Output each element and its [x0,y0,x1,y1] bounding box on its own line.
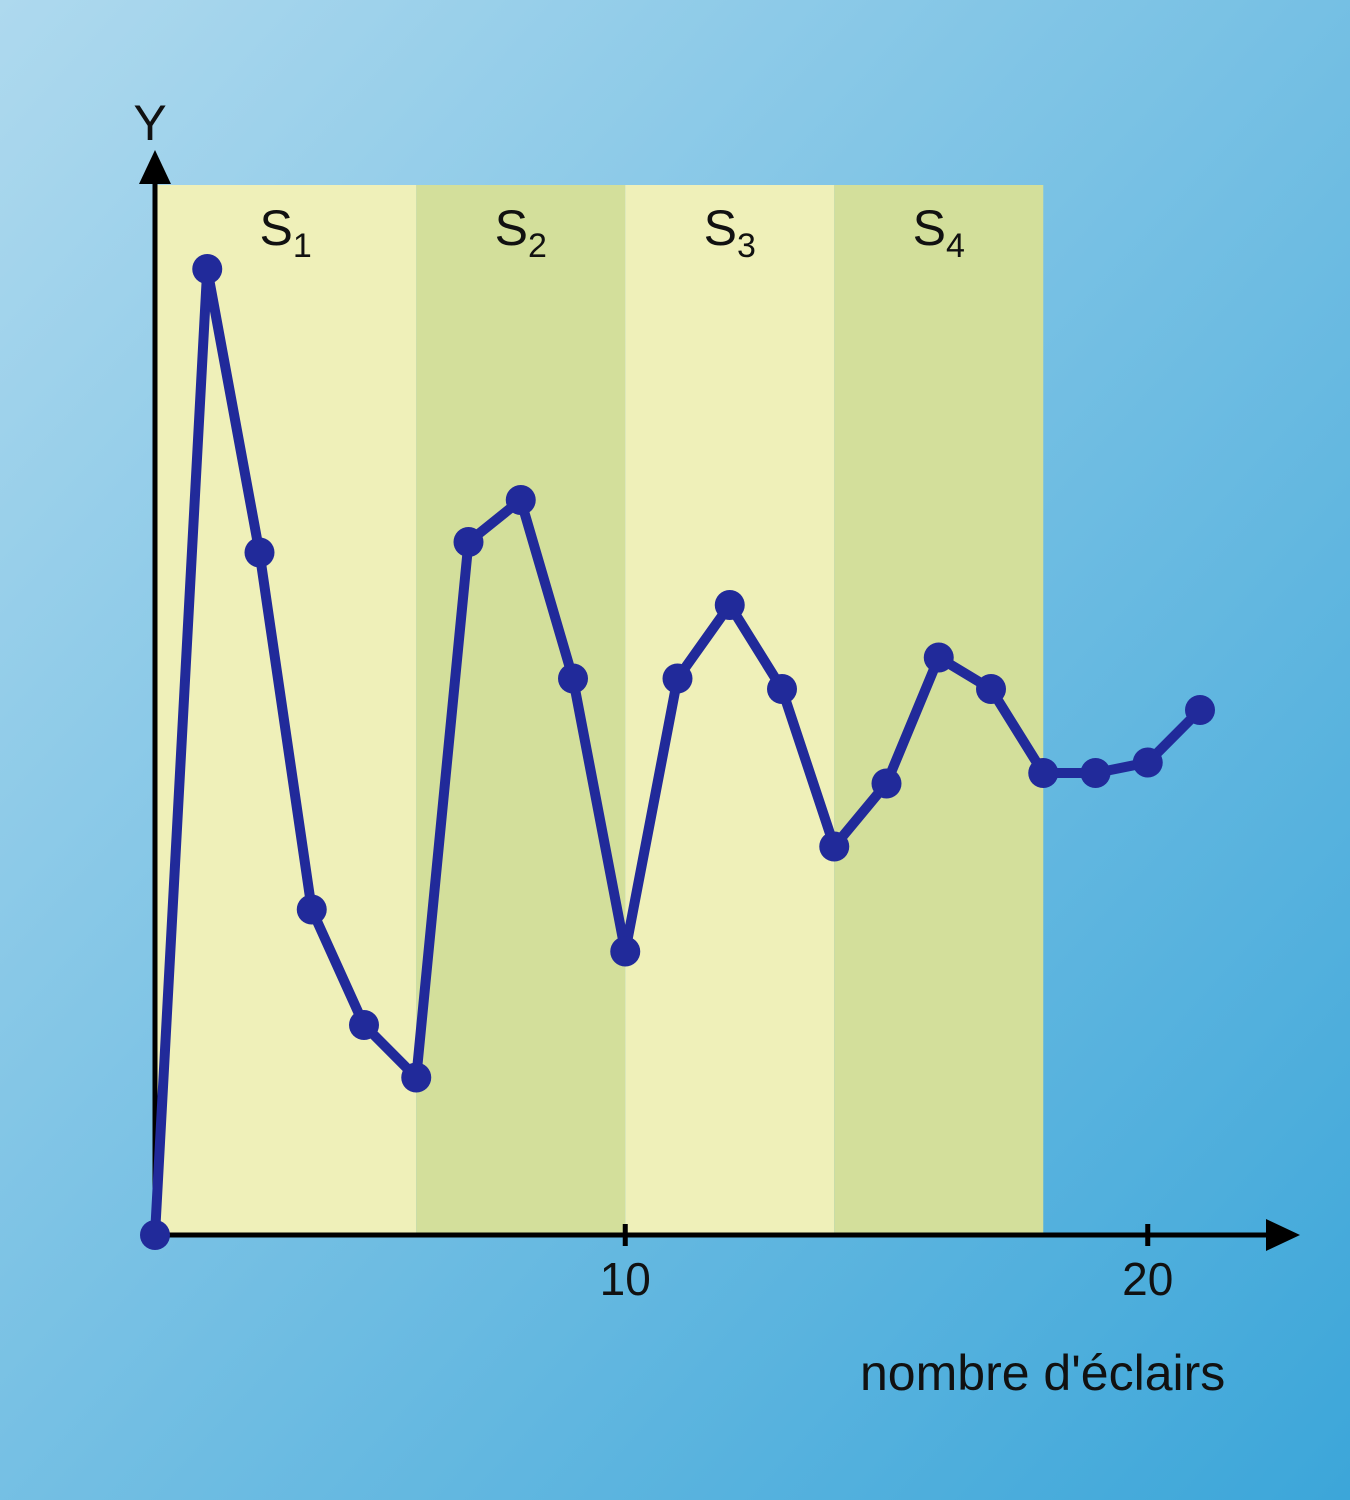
data-point [454,527,484,557]
data-point [349,1010,379,1040]
y-axis-label: Y [133,95,166,151]
data-point [1028,758,1058,788]
data-point [976,674,1006,704]
data-point [297,895,327,925]
region-band [625,185,834,1235]
x-axis-label: nombre d'éclairs [860,1345,1225,1401]
data-point [1133,748,1163,778]
data-point [506,485,536,515]
data-point [245,538,275,568]
data-point [872,769,902,799]
region-band [834,185,1043,1235]
chart: S1S2S3S4 1020 Y nombre d'éclairs [0,0,1350,1500]
x-tick-label: 10 [600,1253,651,1305]
data-point [558,664,588,694]
region-bands [155,185,1043,1235]
data-point [192,254,222,284]
data-point [1081,758,1111,788]
data-point [663,664,693,694]
data-point [610,937,640,967]
figure-container: S1S2S3S4 1020 Y nombre d'éclairs [0,0,1350,1500]
x-tick-label: 20 [1122,1253,1173,1305]
data-point [819,832,849,862]
data-point [715,590,745,620]
data-point [767,674,797,704]
data-point [1185,695,1215,725]
data-point [140,1220,170,1250]
data-point [924,643,954,673]
data-point [401,1063,431,1093]
